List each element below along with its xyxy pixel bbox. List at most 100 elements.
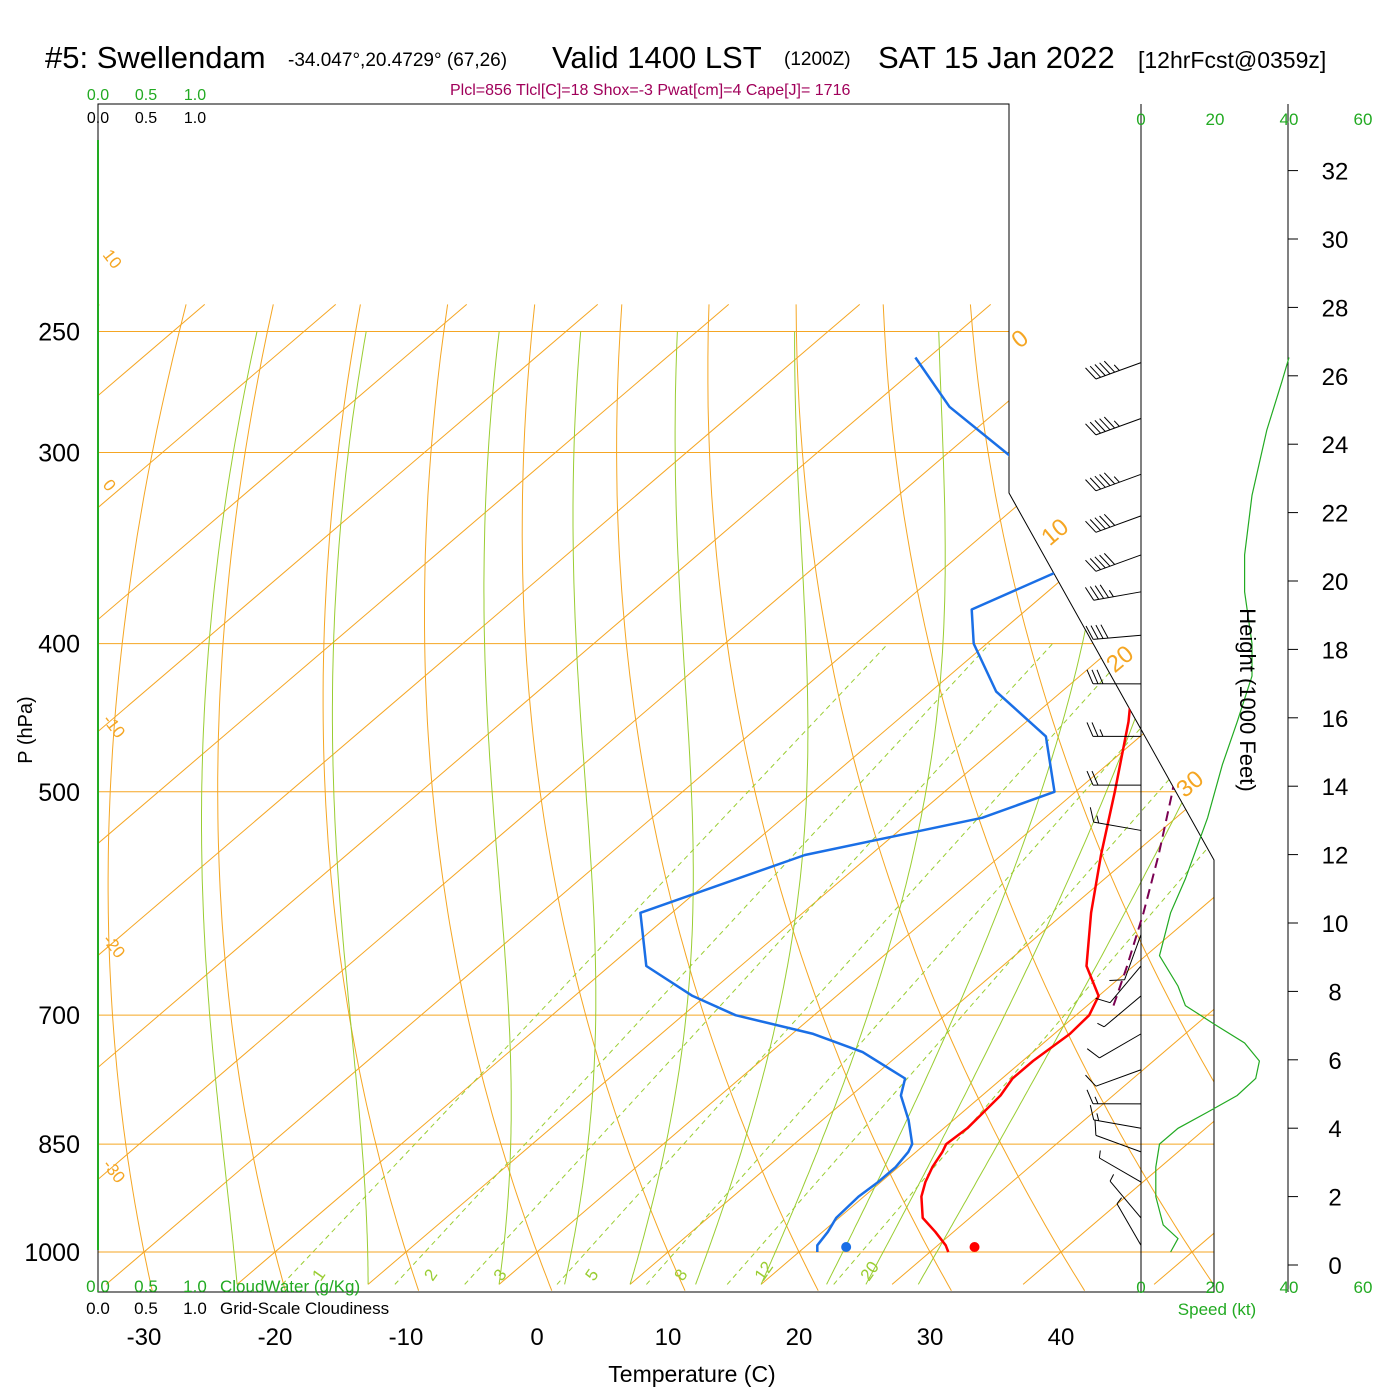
moist-adiabat-line — [695, 331, 809, 1285]
dry-adiabat-line — [1232, 304, 1400, 1290]
height-tick-label: 0 — [1328, 1253, 1341, 1280]
wind-barb — [1086, 1033, 1142, 1059]
mixing-ratio-line — [556, 643, 1136, 1285]
cloudwater-top-tick: 0.0 — [87, 87, 109, 104]
temperature-tick-label: 40 — [1048, 1324, 1075, 1351]
dewpoint-line — [639, 356, 1112, 1252]
pressure-tick-label: 700 — [38, 1002, 80, 1030]
speed-label: Speed (kt) — [1178, 1300, 1256, 1319]
wind-barb — [1084, 584, 1142, 601]
moist-adiabat-line — [331, 331, 369, 1285]
dry-adiabat-line — [424, 304, 553, 1291]
moist-adiabat-line — [917, 331, 1214, 1285]
isotherm-line — [891, 304, 1214, 1285]
sounding-parameters: Plcl=856 Tlcl[C]=18 Shox=-3 Pwat[cm]=4 C… — [450, 82, 851, 99]
height-tick-label: 2 — [1328, 1185, 1341, 1212]
mixing-ratio-label: 8 — [670, 1266, 691, 1285]
moist-adiabat-line — [483, 331, 512, 1285]
cloudiness-label: Grid-Scale Cloudiness — [220, 1299, 389, 1318]
valid-time: Valid 1400 LST — [552, 40, 762, 75]
dry-adiabat-line — [616, 304, 819, 1291]
wind-barb — [1086, 770, 1142, 786]
wind-barb — [1085, 416, 1142, 436]
station-coords: -34.047°,20.4729° (67,26) — [288, 50, 508, 71]
wind-barb — [1086, 1089, 1142, 1105]
speed-top-tick: 0 — [1136, 110, 1145, 129]
cloudwater-top-tick: 1.0 — [184, 87, 206, 104]
temperature-tick-label: 0 — [530, 1324, 543, 1351]
wind-barb — [1085, 360, 1142, 380]
height-tick-label: 10 — [1322, 911, 1349, 938]
pressure-tick-label: 500 — [38, 779, 80, 807]
mixing-ratio-line — [464, 643, 1054, 1285]
isotherm-line — [760, 304, 1214, 1285]
wind-barb — [1085, 513, 1142, 533]
cloudiness-bottom-tick: 0.5 — [134, 1299, 158, 1318]
mixing-ratio-label: 2 — [420, 1266, 441, 1285]
isotherm-line — [236, 304, 1214, 1285]
isotherm-line — [98, 304, 992, 1285]
speed-bottom-tick: 20 — [1206, 1278, 1225, 1297]
mixing-ratio-line — [726, 643, 1214, 1285]
temperature-tick-label: -30 — [127, 1324, 162, 1351]
temperature-tick-label: -20 — [258, 1324, 293, 1351]
wind-barb — [1095, 965, 1142, 1004]
wind-barb — [1085, 472, 1142, 492]
wind-barb — [1085, 553, 1142, 572]
wind-barb — [1086, 669, 1142, 685]
isotherm-line — [98, 304, 468, 1285]
height-tick-label: 12 — [1322, 843, 1349, 870]
isotherm-line — [98, 304, 206, 1285]
speed-bottom-tick: 40 — [1280, 1278, 1299, 1297]
temperature-tick-label: 20 — [786, 1324, 813, 1351]
surface-temperature-point — [969, 1242, 980, 1252]
wind-barb — [1109, 1174, 1142, 1219]
isotherm-right-label: 0 — [1006, 325, 1034, 354]
height-tick-label: 30 — [1322, 227, 1349, 254]
valid-date: SAT 15 Jan 2022 — [878, 40, 1115, 75]
temperature-tick-label: 30 — [917, 1324, 944, 1351]
moist-adiabat-line — [564, 331, 597, 1285]
wind-barb — [1097, 995, 1142, 1028]
dry-adiabat-line — [882, 304, 1214, 1291]
dry-adiabat-line — [795, 304, 1086, 1291]
y-axis-label: P (hPa) — [15, 696, 37, 763]
pressure-tick-label: 1000 — [24, 1239, 80, 1267]
speed-top-tick: 20 — [1206, 110, 1225, 129]
dry-adiabat-line — [217, 304, 286, 1291]
wind-barb — [1116, 1197, 1142, 1246]
cloudwater-bottom-tick: 0.5 — [134, 1277, 158, 1296]
cloudwater-bottom-tick: 1.0 — [183, 1277, 207, 1296]
speed-bottom-tick: 0 — [1136, 1278, 1145, 1297]
isotherm-line — [498, 304, 1214, 1285]
wind-barb — [1094, 1120, 1142, 1153]
wind-barb — [1089, 807, 1142, 831]
dry-adiabat-line — [107, 304, 187, 1291]
cloudwater-label: CloudWater (g/Kg) — [220, 1277, 360, 1296]
wind-barb — [1109, 934, 1142, 981]
height-tick-label: 14 — [1322, 774, 1349, 801]
wind-barb — [1085, 1069, 1142, 1087]
isotherm-edge-label: 10 — [99, 246, 126, 273]
mixing-ratio-label: 12 — [751, 1258, 777, 1284]
mixing-ratio-label: 20 — [857, 1258, 883, 1284]
utc-time: (1200Z) — [784, 49, 851, 70]
cloudiness-bottom-tick: 1.0 — [183, 1299, 207, 1318]
isotherm-right-label: 30 — [1171, 765, 1209, 803]
height-tick-label: 6 — [1328, 1048, 1341, 1075]
wind-barb — [1085, 624, 1142, 640]
x-axis-label: Temperature (C) — [608, 1361, 775, 1387]
dry-adiabat-line — [707, 304, 952, 1291]
surface-dewpoint-point — [841, 1242, 852, 1252]
height-tick-label: 18 — [1322, 637, 1349, 664]
height-tick-label: 32 — [1322, 159, 1349, 186]
isotherm-line — [98, 304, 337, 1285]
pressure-tick-label: 300 — [38, 440, 80, 468]
plot-frame — [97, 103, 1289, 1293]
isotherm-line — [98, 304, 599, 1285]
mixing-ratio-line — [646, 643, 1214, 1285]
mixing-ratio-label: 5 — [581, 1266, 602, 1285]
moist-adiabat-line — [826, 331, 1114, 1285]
wind-panel — [1084, 357, 1290, 1253]
